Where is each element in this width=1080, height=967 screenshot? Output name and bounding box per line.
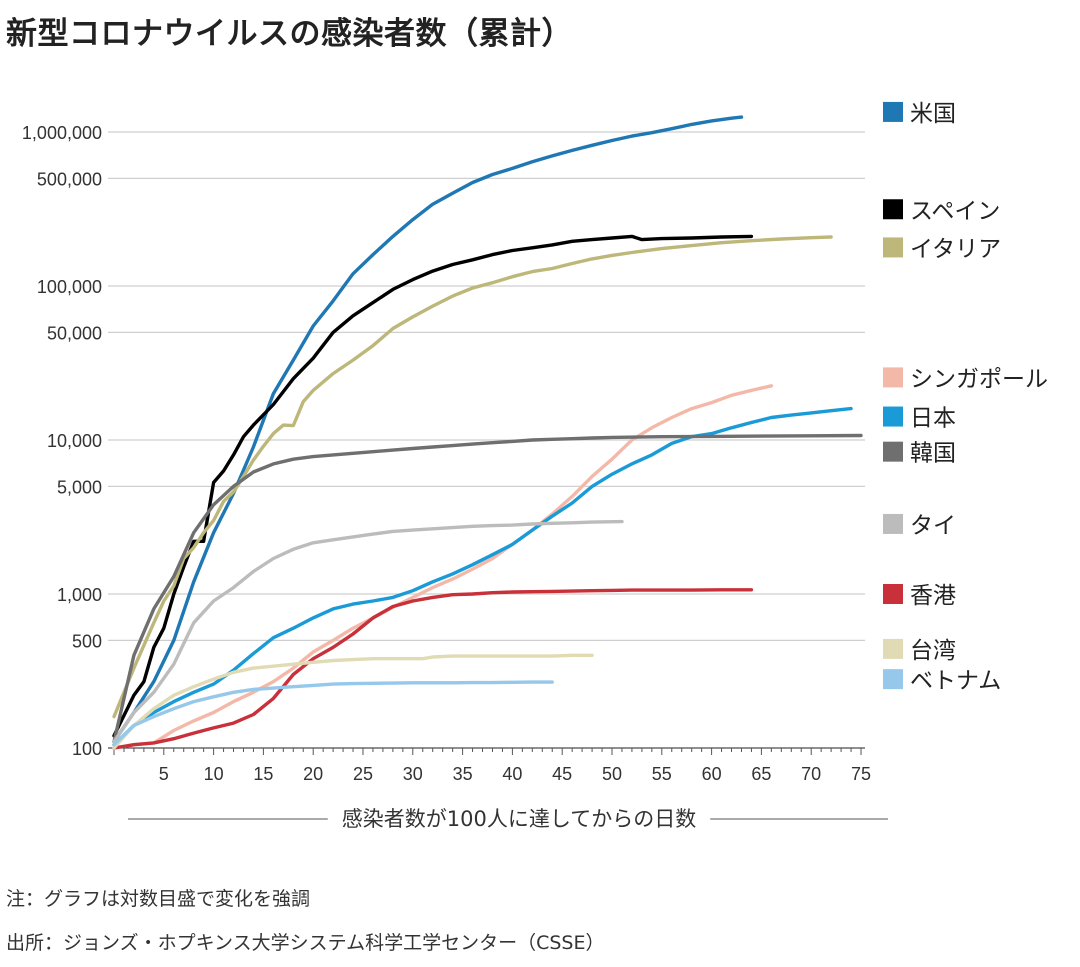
legend-swatch [883,669,903,690]
x-tick-label: 45 [552,764,572,784]
x-tick-label: 10 [204,764,224,784]
legend-label: タイ [910,513,956,539]
series-line-米国 [112,115,744,744]
x-axis-label-group: 感染者数が100人に達してからの日数 [128,807,888,831]
x-tick-label: 65 [751,764,771,784]
chart-source: 出所：ジョンズ・ホプキンス大学システム科学工学センター（CSSE） [6,932,605,954]
legend-label: 韓国 [910,441,956,467]
x-tick-label: 30 [403,764,423,784]
legend-swatch [883,367,903,388]
y-tick-label: 50,000 [47,323,102,343]
legend-swatch [883,638,903,659]
x-tick-label: 55 [652,764,672,784]
legend-label: 米国 [910,101,956,127]
x-tick-label: 25 [353,764,373,784]
legend-label: スペイン [910,198,1000,224]
y-tick-label: 500 [72,631,102,651]
x-tick-label: 20 [303,764,323,784]
series-line-韓国 [112,433,863,744]
x-tick-label: 5 [159,764,169,784]
x-tick-label: 75 [851,764,871,784]
y-axis-tick-labels: 100 500 1,000 5,000 10,000 50,000 100,000 500,0… [22,123,102,759]
x-tick-label: 15 [253,764,273,784]
legend-swatch [883,237,903,258]
x-axis: 5 10 15 20 25 30 35 40 45 50 55 60 65 70 75 [108,747,871,784]
y-tick-label: 1,000,000 [22,123,102,143]
legend-label: 日本 [910,406,956,432]
y-tick-label: 100,000 [37,277,102,297]
series-line-タイ [112,519,624,744]
x-tick-label: 35 [453,764,473,784]
legend-label: ベトナム [910,668,1001,694]
series-line-香港 [112,588,754,750]
chart-title: 新型コロナウイルスの感染者数（累計） [6,16,573,52]
legend-label: 香港 [910,583,956,609]
legend-swatch [883,441,903,462]
legend-swatch [883,101,903,122]
chart-note: 注：グラフは対数目盛で変化を強調 [6,888,311,910]
legend-label: イタリア [910,236,1001,262]
y-tick-label: 100 [72,739,102,759]
series-lines [112,115,863,750]
series-line-台湾 [112,653,594,750]
x-tick-label: 60 [702,764,722,784]
x-tick-label: 70 [801,764,821,784]
series-line-ベトナム [112,680,554,747]
y-tick-label: 1,000 [57,585,102,605]
y-tick-label: 5,000 [57,477,102,497]
legend-swatch [883,199,903,220]
legend-label: シンガポール [910,366,1048,392]
legend-swatch [883,584,903,604]
line-chart: 100 500 1,000 5,000 10,000 50,000 100,000 500,0… [22,101,1048,831]
legend-swatch [883,513,903,534]
series-line-シンガポール [112,384,774,750]
x-axis-label: 感染者数が100人に達してからの日数 [342,807,696,831]
series-line-日本 [112,406,853,747]
y-tick-label: 500,000 [37,169,102,189]
y-tick-label: 10,000 [47,431,102,451]
x-tick-label: 40 [502,764,522,784]
legend-swatch [883,406,903,427]
series-line-イタリア [112,235,833,719]
legend-label: 台湾 [910,638,956,664]
series-line-スペイン [112,234,754,738]
x-tick-label: 50 [602,764,622,784]
